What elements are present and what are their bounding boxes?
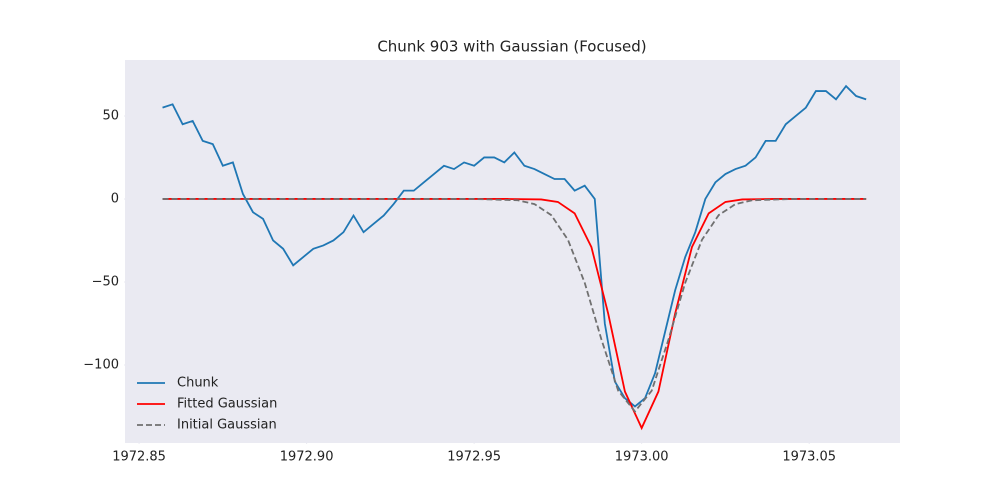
y-tick-label: 0 [111,191,119,206]
legend-label: Initial Gaussian [177,418,277,433]
x-tick-label: 1972.90 [280,450,334,465]
legend-label: Fitted Gaussian [177,397,277,412]
y-tick-label: 50 [102,108,119,123]
y-tick-label: −100 [83,357,119,372]
series-line [162,84,867,408]
x-tick-label: 1972.95 [447,450,501,465]
x-tick-label: 1973.05 [782,450,836,465]
x-tick-label: 1973.00 [615,450,669,465]
x-tick-label: 1972.85 [112,450,166,465]
y-tick-label: −50 [92,274,119,289]
chart-title: Chunk 903 with Gaussian (Focused) [377,38,646,56]
series-line [162,198,867,431]
series-line [162,198,867,413]
legend-label: Chunk [177,376,219,391]
plot-area [125,60,900,443]
